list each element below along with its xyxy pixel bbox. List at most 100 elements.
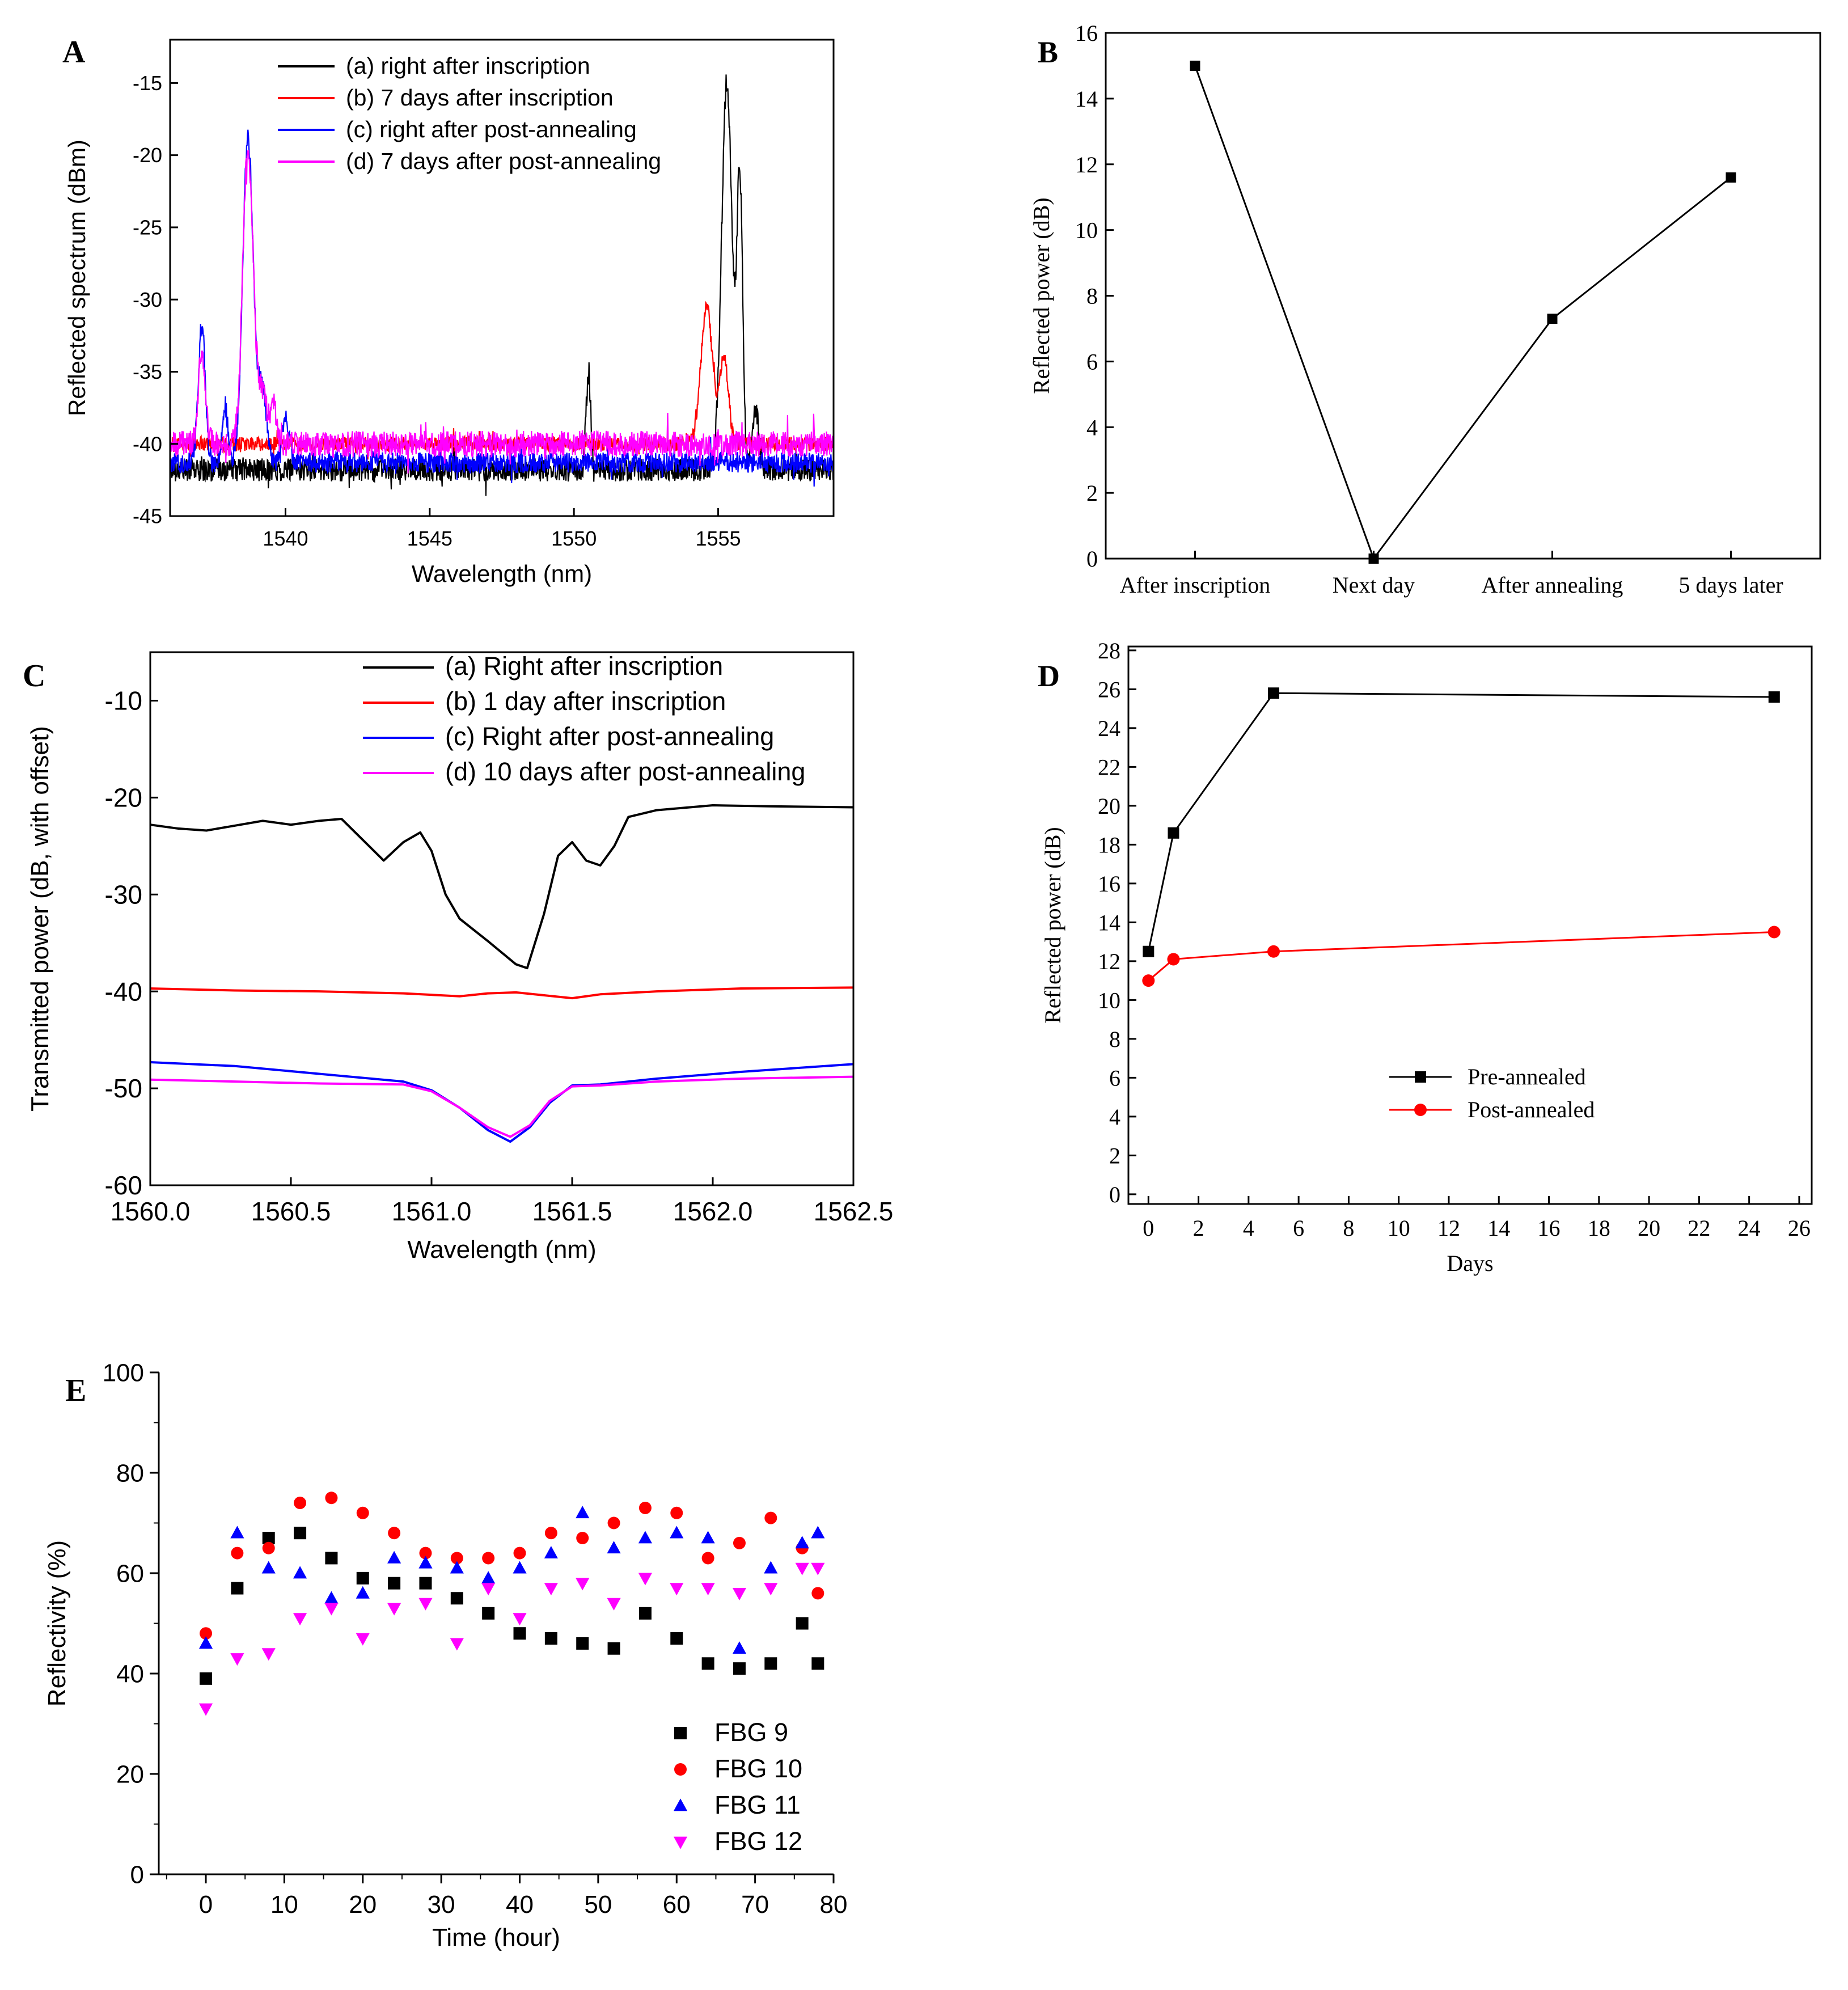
- panel-D-series-line-0: [1147, 692, 1774, 952]
- panel-C-y-tick-label: -50: [105, 1074, 142, 1103]
- panel-D-data-point: [1167, 953, 1180, 966]
- panel-E-data-point-1: [544, 1527, 557, 1540]
- panel-B-y-tick-label: 0: [1086, 546, 1098, 572]
- panel-E-data-point-1: [733, 1536, 746, 1549]
- panel-E-legend-label: FBG 12: [714, 1827, 802, 1856]
- panel-E-data-point-1: [576, 1532, 589, 1545]
- panel-D-y-tick-label: 4: [1109, 1104, 1120, 1130]
- panel-D-y-tick-label: 14: [1098, 910, 1120, 935]
- panel-E-data-point-3: [418, 1598, 433, 1611]
- panel-D-y-tick-label: 24: [1098, 716, 1120, 741]
- panel-A-y-tick-label: -40: [133, 432, 162, 455]
- panel-E-data-point-1: [231, 1547, 244, 1560]
- panel-A-legend-label: (a) right after inscription: [346, 53, 590, 79]
- panel-D-axes-frame: [1127, 645, 1813, 1205]
- panel-E-data-point-2: [811, 1526, 825, 1539]
- panel-C-x-tick-label: 1561.0: [392, 1197, 472, 1226]
- panel-E-data-point-3: [764, 1583, 778, 1596]
- panel-B-y-tick-label: 16: [1075, 20, 1098, 46]
- panel-D-legend-marker: [1414, 1104, 1427, 1116]
- panel-A-y-tick-label: -30: [133, 288, 162, 311]
- panel-E-x-tick-label: 70: [741, 1891, 769, 1919]
- panel-E-data-point-3: [513, 1613, 527, 1626]
- panel-C-y-tick-label: -60: [105, 1171, 142, 1200]
- panel-D-x-tick-label: 18: [1588, 1215, 1610, 1241]
- panel-C-x-tick-label: 1560.0: [111, 1197, 191, 1226]
- panel-E-data-point-2: [544, 1545, 558, 1558]
- panel-C-legend-label: (c) Right after post-annealing: [445, 722, 774, 751]
- panel-E-data-point-3: [607, 1598, 621, 1611]
- panel-E-data-point-1: [701, 1552, 714, 1565]
- panel-E-y-tick-label: 100: [103, 1359, 144, 1387]
- panel-D: 0 2 4 6 8 10 12 14 16 18 20 22 24 2602468101214161820…: [1038, 638, 1813, 1276]
- panel-E-x-tick-label: 30: [428, 1891, 455, 1919]
- panel-D-plot-area: [1142, 687, 1781, 987]
- panel-E-data-point-1: [200, 1627, 213, 1640]
- panel-E-data-point-3: [450, 1638, 464, 1651]
- panel-E-data-point-0: [701, 1657, 714, 1670]
- panel-E-data-point-2: [198, 1636, 213, 1649]
- panel-C-series-line-3: [150, 1075, 853, 1138]
- panel-D-y-tick-label: 20: [1098, 793, 1120, 819]
- panel-E-data-point-3: [387, 1603, 401, 1616]
- panel-E-legend-label: FBG 11: [714, 1790, 801, 1819]
- panel-D-y-tick-label: 12: [1098, 949, 1120, 974]
- panel-E-data-point-3: [701, 1583, 715, 1596]
- panel-D-y-tick-label: 10: [1098, 987, 1120, 1013]
- panel-D-series-line-1: [1148, 931, 1774, 982]
- panel-D-x-tick-label: 20: [1638, 1215, 1660, 1241]
- panel-C-y-axis-label: Transmitted power (dB, with offset): [26, 726, 54, 1112]
- panel-C: 1560.0 1560.5 1561.0 1561.5 1562.0 1562.5 -60 -…: [23, 651, 893, 1264]
- panel-E-data-point-3: [638, 1573, 653, 1586]
- panel-E-data-point-2: [356, 1586, 370, 1599]
- panel-E-data-point-0: [356, 1571, 369, 1585]
- panel-E-data-point-1: [607, 1516, 620, 1530]
- panel-D-data-point: [1768, 691, 1780, 703]
- panel-E-data-point-1: [764, 1511, 777, 1524]
- panel-E-data-point-3: [811, 1562, 825, 1575]
- panel-D-y-axis-label: Reflected power (dB): [1040, 827, 1065, 1024]
- panel-E-data-point-3: [198, 1703, 213, 1716]
- panel-A: 1540 1545 1550 1555 -45 -40 -35 -30 -25 -20 -15 Wav…: [62, 35, 835, 587]
- panel-A-series-line-2: [170, 129, 834, 487]
- panel-A-y-tick-label: -25: [133, 216, 162, 239]
- panel-E-data-point-1: [513, 1547, 526, 1560]
- panel-D-label: D: [1038, 659, 1060, 693]
- panel-E-data-point-2: [387, 1550, 401, 1564]
- panel-A-label: A: [62, 35, 86, 70]
- panel-E-data-point-1: [388, 1527, 401, 1540]
- panel-A-x-tick-label: 1540: [263, 527, 308, 550]
- panel-A-series-line-0: [170, 74, 834, 496]
- panel-E-data-point-3: [324, 1603, 339, 1616]
- panel-D-y-tick-label: 8: [1109, 1026, 1120, 1052]
- panel-D-x-tick-label: 12: [1437, 1215, 1460, 1241]
- panel-D-x-tick-label: 24: [1738, 1215, 1761, 1241]
- panel-E-data-point-2: [481, 1571, 496, 1584]
- panel-E-legend-marker: [673, 1798, 688, 1811]
- panel-D-data-point: [1168, 827, 1179, 839]
- panel-B-y-tick-label: 14: [1075, 86, 1098, 112]
- panel-C-x-axis-label: Wavelength (nm): [407, 1236, 596, 1264]
- panel-D-x-tick-label: 4: [1243, 1215, 1254, 1241]
- panel-D-y-tick-label: 16: [1098, 871, 1120, 897]
- panel-A-y-axis-label: Reflected spectrum (dBm): [64, 140, 90, 416]
- panel-D-x-tick-label: 8: [1343, 1215, 1354, 1241]
- panel-B-data-point: [1368, 554, 1379, 564]
- panel-E-data-point-0: [796, 1617, 809, 1630]
- panel-E-data-point-2: [638, 1531, 653, 1544]
- panel-E-x-tick-label: 60: [663, 1891, 691, 1919]
- panel-E-data-point-2: [701, 1531, 715, 1544]
- panel-E-data-point-3: [356, 1633, 370, 1646]
- panel-B: After inscription Next day After annealing…: [1029, 20, 1821, 598]
- panel-B-data-point: [1190, 60, 1200, 71]
- panel-C-series-line-2: [150, 1061, 853, 1143]
- panel-B-y-tick-label: 4: [1086, 415, 1098, 440]
- panel-E-data-point-1: [482, 1552, 495, 1565]
- panel-A-legend-label: (b) 7 days after inscription: [346, 84, 614, 111]
- panel-D-y-tick-label: 28: [1098, 638, 1120, 664]
- panel-C-y-tick-label: -10: [105, 686, 142, 716]
- panel-E-data-point-2: [607, 1541, 621, 1554]
- panel-E-data-point-2: [513, 1561, 527, 1574]
- panel-A-y-tick-label: -45: [133, 505, 162, 528]
